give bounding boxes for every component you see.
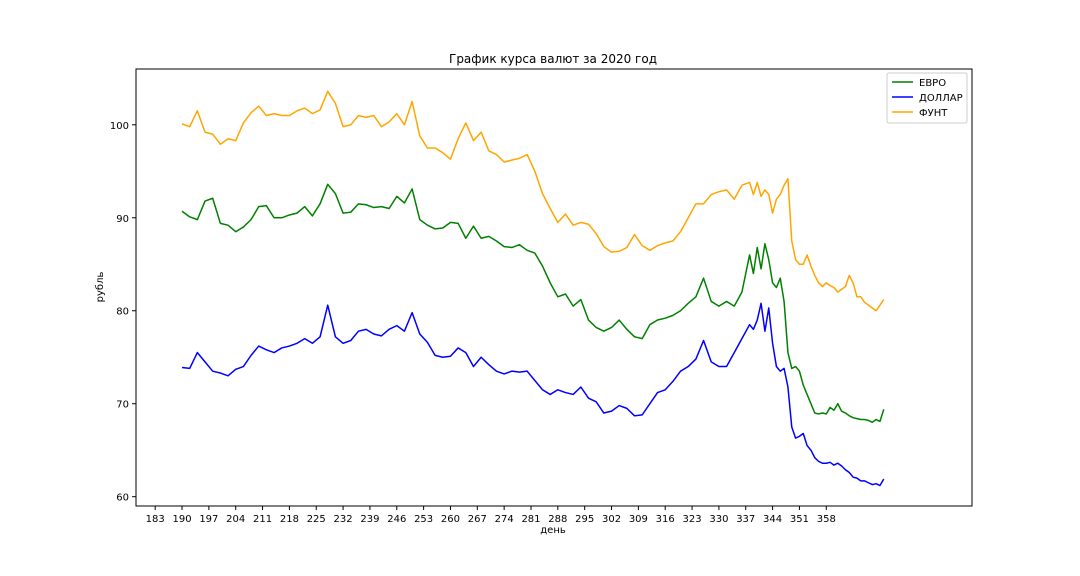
x-tick-label: 309 <box>629 514 648 525</box>
legend-box <box>886 72 968 124</box>
legend-label: ДОЛЛАР <box>919 93 963 104</box>
chart-title: График курса валют за 2020 год <box>449 52 657 66</box>
y-tick-label: 90 <box>116 214 129 225</box>
x-tick-label: 295 <box>575 514 594 525</box>
x-tick-label: 274 <box>495 514 514 525</box>
x-tick-label: 204 <box>226 514 245 525</box>
plot-area <box>135 68 973 507</box>
x-tick-label: 323 <box>683 514 702 525</box>
plot-frame <box>135 68 973 507</box>
x-tick-label: 239 <box>360 514 379 525</box>
x-tick-label: 316 <box>656 514 675 525</box>
legend: ЕВРО ДОЛЛАР ФУНТ <box>886 72 968 124</box>
x-tick-label: 183 <box>146 514 165 525</box>
y-tick-label: 100 <box>110 121 129 132</box>
y-tick-label: 60 <box>116 493 129 504</box>
x-tick-label: 232 <box>334 514 353 525</box>
x-tick-label: 218 <box>280 514 299 525</box>
x-tick-label: 302 <box>602 514 621 525</box>
x-tick-label: 253 <box>414 514 433 525</box>
x-tick-label: 344 <box>763 514 782 525</box>
y-axis-label: рубль <box>95 272 106 303</box>
series-line-3 <box>181 90 885 312</box>
x-tick-label: 260 <box>441 514 460 525</box>
x-tick-label: 358 <box>817 514 836 525</box>
x-tick-label: 190 <box>172 514 191 525</box>
legend-label: ФУНТ <box>919 108 948 119</box>
x-tick-label: 211 <box>253 514 272 525</box>
legend-items: ЕВРО ДОЛЛАР ФУНТ <box>892 78 963 119</box>
series-line-2 <box>181 302 885 487</box>
series-line-1 <box>181 183 885 424</box>
x-tick-label: 267 <box>468 514 487 525</box>
x-axis: 183 190 197 204 211 218 225 232 239 246 253 260 267 2… <box>146 506 836 525</box>
x-tick-label: 225 <box>307 514 326 525</box>
y-tick-label: 70 <box>116 400 129 411</box>
x-tick-label: 197 <box>199 514 218 525</box>
x-tick-label: 246 <box>387 514 406 525</box>
y-axis: 60 70 80 90 100 <box>110 121 136 504</box>
x-tick-label: 351 <box>790 514 809 525</box>
series-layer <box>181 90 885 487</box>
x-tick-label: 288 <box>548 514 567 525</box>
legend-label: ЕВРО <box>919 78 946 89</box>
x-tick-label: 337 <box>736 514 755 525</box>
x-tick-label: 330 <box>709 514 728 525</box>
y-tick-label: 80 <box>116 307 129 318</box>
x-tick-label: 281 <box>521 514 540 525</box>
x-axis-label: день <box>540 525 566 536</box>
